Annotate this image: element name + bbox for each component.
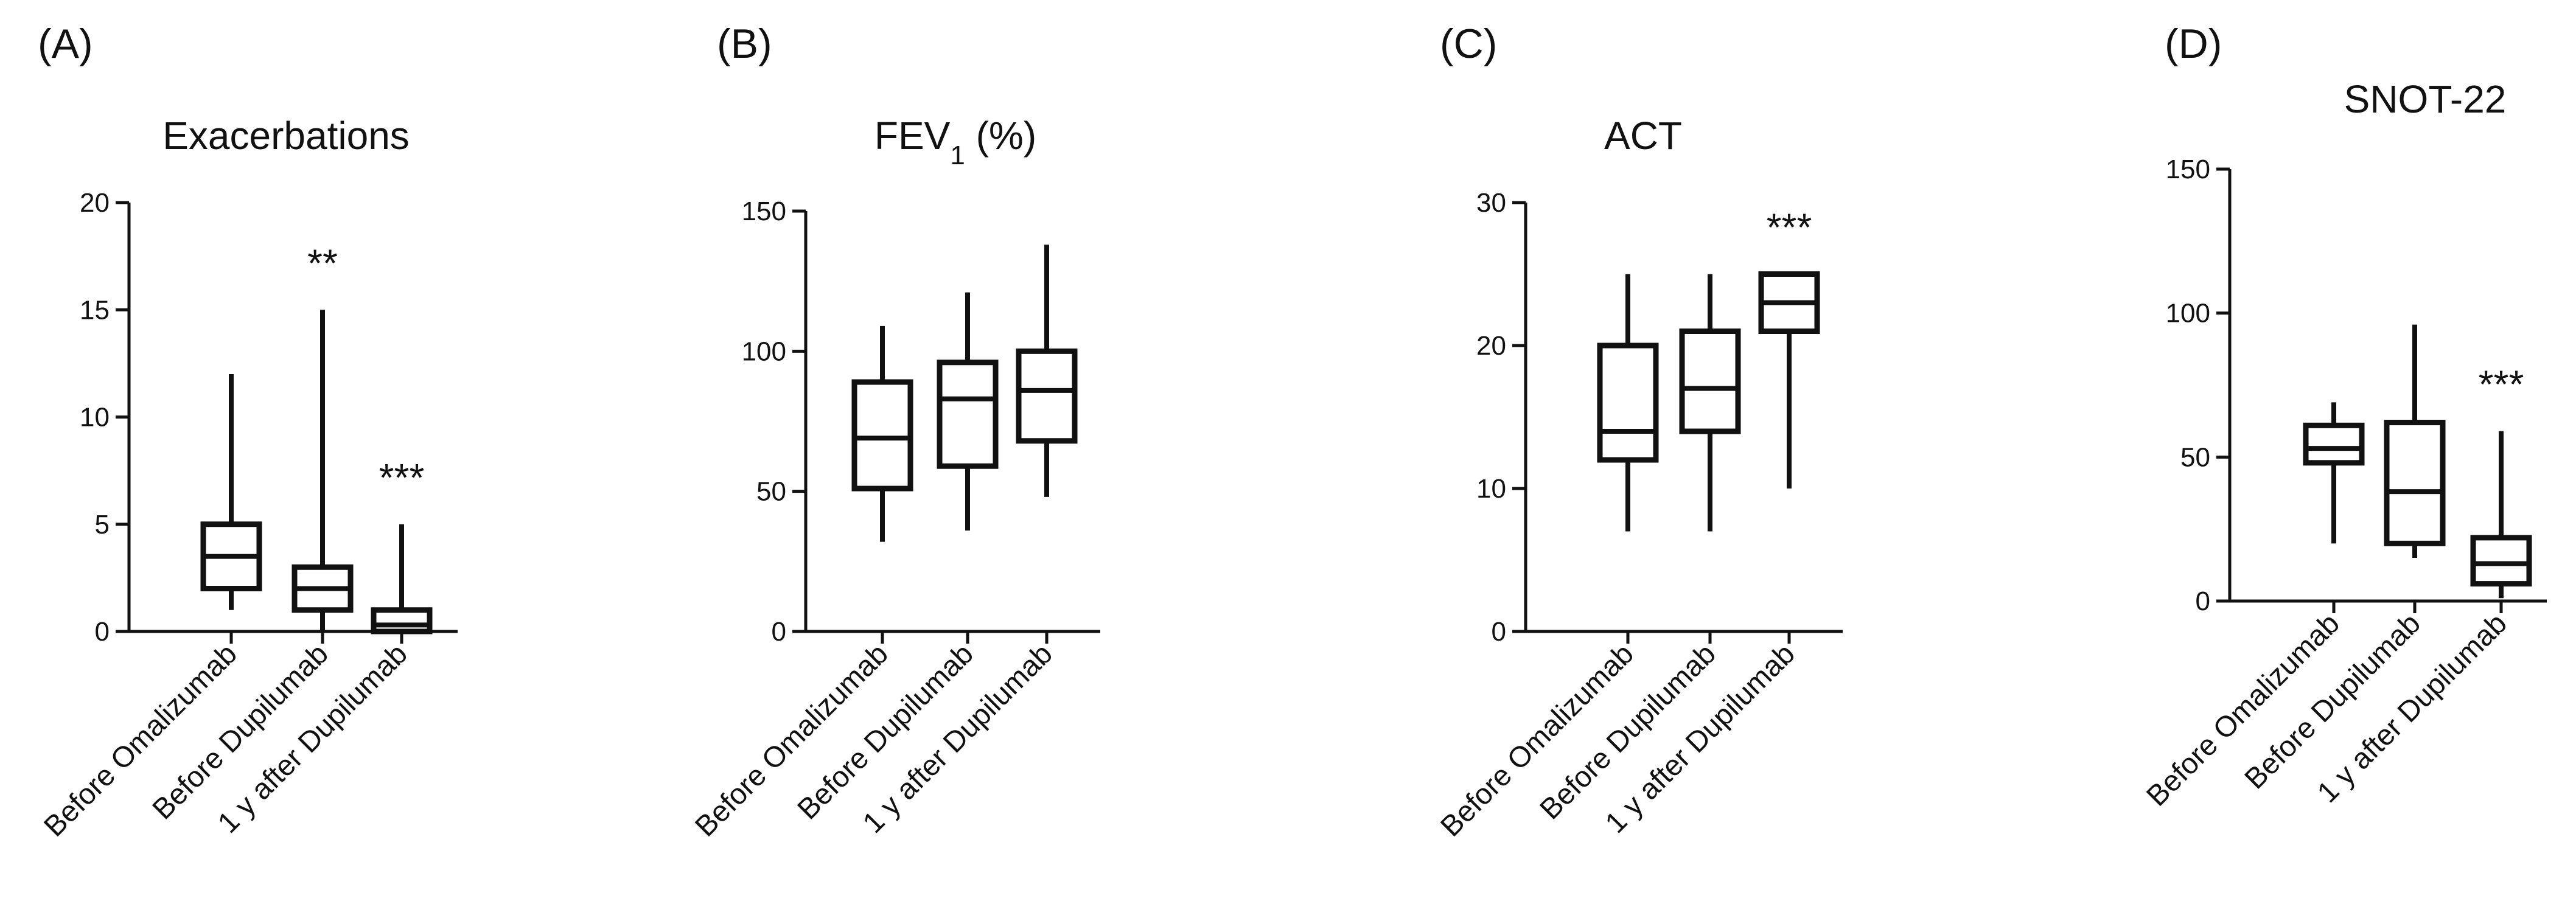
iqr-box — [2303, 422, 2365, 466]
y-tick-label: 100 — [742, 336, 786, 366]
y-tick-label: 20 — [1476, 331, 1506, 361]
y-tick-label: 15 — [80, 295, 110, 325]
chart-title-subscript: 1 — [950, 141, 965, 170]
significance-marker: *** — [2479, 363, 2524, 406]
iqr-box — [2384, 420, 2446, 546]
iqr-box — [1597, 342, 1659, 463]
y-tick-label: 50 — [756, 477, 786, 507]
panel-label: (D) — [2165, 21, 2222, 67]
y-tick-label: 0 — [772, 617, 786, 647]
chart-title: ACT — [1604, 114, 1682, 158]
y-tick-label: 10 — [80, 403, 110, 433]
y-tick-label: 100 — [2166, 299, 2210, 329]
panel-label: (C) — [1440, 21, 1497, 67]
chart-title-suffix: (%) — [965, 114, 1036, 158]
iqr-box — [1016, 348, 1078, 444]
y-tick-label: 20 — [80, 188, 110, 218]
y-tick-label: 5 — [95, 510, 110, 540]
y-tick-label: 150 — [2166, 155, 2210, 184]
panel-a: (A) Exacerbations 0 5 10 15 20 Before Omalizuma… — [38, 21, 458, 843]
chart-title-text: SNOT-22 — [2344, 77, 2507, 121]
panel-label: (B) — [717, 21, 772, 67]
chart-title: FEV1 (%) — [874, 114, 1036, 170]
panel-label: (A) — [38, 21, 93, 67]
box-1: Before Omalizumab — [2140, 402, 2365, 813]
iqr-box — [2470, 535, 2532, 587]
y-tick-label: 30 — [1476, 188, 1506, 218]
box-1: Before Omalizumab — [689, 325, 913, 843]
y-tick-label: 50 — [2180, 442, 2210, 472]
significance-marker: *** — [1767, 206, 1812, 249]
iqr-box — [937, 360, 999, 469]
y-tick-label: 10 — [1476, 474, 1506, 504]
y-tick-label: 0 — [2196, 586, 2210, 616]
y-tick-label: 150 — [742, 196, 786, 226]
chart-title-text: Exacerbations — [162, 114, 410, 158]
significance-marker: *** — [379, 456, 425, 499]
iqr-box — [1679, 329, 1741, 434]
chart-title-text: ACT — [1604, 114, 1682, 158]
chart-title: Exacerbations — [162, 114, 410, 158]
chart-title-text: FEV — [874, 114, 951, 158]
box-3: ***1 y after Dupilumab — [2311, 363, 2532, 809]
iqr-box — [851, 379, 913, 492]
box-1: Before Omalizumab — [38, 374, 262, 843]
y-tick-label: 0 — [1492, 617, 1506, 647]
significance-marker: ** — [307, 241, 338, 285]
y-tick-label: 0 — [95, 617, 110, 647]
chart-title: SNOT-22 — [2344, 77, 2507, 121]
iqr-box — [371, 607, 433, 635]
